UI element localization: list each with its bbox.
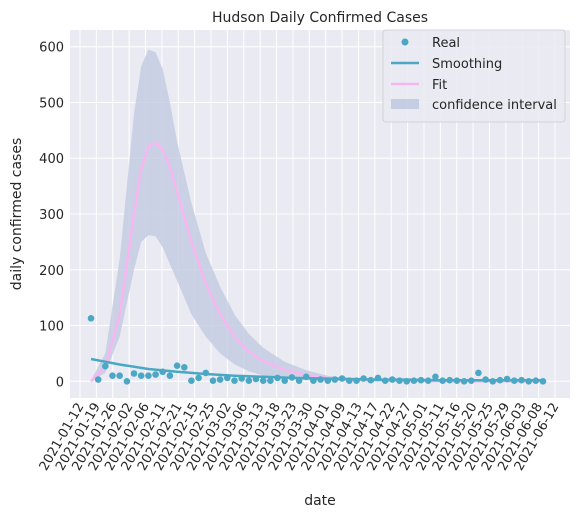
- real-data-point: [338, 375, 346, 382]
- real-data-point: [216, 376, 224, 383]
- real-data-point: [432, 373, 439, 381]
- real-data-point: [109, 372, 116, 380]
- legend-box: [382, 29, 566, 123]
- real-data-point: [116, 372, 123, 380]
- real-data-point: [152, 371, 159, 378]
- y-tick-labels: 0 100 200 300 400 500 600: [39, 41, 64, 391]
- real-data-point: [195, 374, 202, 382]
- real-data-point: [511, 377, 518, 385]
- real-data-point: [259, 377, 267, 385]
- real-data-point: [267, 377, 274, 385]
- x-tick-labels: 2021-01-122021-01-192021-01-262021-02-02…: [37, 401, 563, 474]
- real-data-point: [367, 376, 375, 384]
- real-data-point: [231, 377, 238, 385]
- legend-real-label: Real: [432, 36, 460, 51]
- y-tick-label: 400: [39, 152, 64, 167]
- y-axis-label: daily confirmed cases: [9, 138, 25, 291]
- real-data-point: [137, 372, 145, 380]
- real-data-point: [446, 376, 454, 384]
- real-data-point: [360, 375, 367, 382]
- real-data-point: [94, 376, 102, 383]
- legend-real-marker: [401, 38, 409, 46]
- real-data-point: [496, 376, 504, 384]
- real-data-point: [159, 368, 166, 376]
- y-tick-label: 600: [39, 41, 64, 56]
- real-data-point: [539, 378, 547, 385]
- real-data-point: [353, 377, 360, 385]
- real-data-point: [245, 377, 253, 385]
- real-data-point: [87, 315, 95, 322]
- real-data-point: [166, 372, 174, 380]
- y-tick-label: 500: [39, 96, 64, 111]
- real-points-layer: [87, 315, 547, 385]
- y-tick-label: 200: [39, 264, 64, 279]
- real-data-point: [489, 378, 497, 385]
- real-data-point: [503, 375, 511, 383]
- real-data-point: [389, 376, 396, 383]
- real-data-point: [410, 377, 418, 385]
- real-data-point: [324, 377, 332, 385]
- real-data-point: [453, 377, 461, 385]
- legend-smoothing-label: Smoothing: [432, 57, 502, 72]
- real-data-point: [209, 377, 217, 385]
- real-data-point: [468, 377, 475, 385]
- confidence-interval-band: [91, 49, 543, 382]
- real-data-point: [145, 372, 152, 380]
- real-data-point: [331, 376, 339, 383]
- real-data-point: [346, 377, 353, 385]
- real-data-point: [302, 373, 310, 381]
- real-data-point: [424, 377, 432, 385]
- y-tick-label: 0: [56, 375, 64, 390]
- real-data-point: [396, 377, 403, 385]
- real-data-point: [374, 374, 382, 382]
- legend: Real Smoothing Fit confidence interval: [382, 29, 566, 123]
- real-data-point: [123, 378, 131, 385]
- real-data-point: [317, 376, 324, 383]
- real-data-point: [281, 377, 289, 385]
- real-data-point: [202, 369, 210, 377]
- real-data-point: [482, 376, 489, 383]
- real-data-point: [518, 376, 525, 384]
- real-data-point: [188, 377, 195, 385]
- real-data-point: [102, 362, 109, 370]
- x-axis-label: date: [304, 493, 336, 509]
- real-data-point: [173, 362, 181, 370]
- real-data-point: [252, 375, 260, 383]
- chart-title: Hudson Daily Confirmed Cases: [212, 10, 428, 26]
- real-data-point: [238, 375, 245, 382]
- real-data-point: [224, 374, 231, 382]
- real-data-point: [475, 369, 482, 377]
- real-data-point: [130, 370, 138, 377]
- real-data-point: [310, 377, 317, 385]
- real-data-point: [181, 364, 188, 371]
- y-tick-label: 300: [39, 208, 64, 223]
- real-data-point: [417, 376, 425, 384]
- legend-fit-label: Fit: [432, 78, 447, 93]
- real-data-point: [532, 377, 540, 385]
- real-data-point: [381, 377, 389, 385]
- legend-confidence-swatch: [391, 99, 419, 109]
- y-tick-label: 100: [39, 320, 64, 335]
- legend-confidence-label: confidence interval: [432, 98, 557, 113]
- real-data-point: [403, 378, 411, 385]
- real-data-point: [439, 377, 446, 385]
- real-data-point: [295, 377, 303, 385]
- confidence-band-layer: [91, 49, 543, 382]
- real-data-point: [525, 378, 532, 385]
- real-data-point: [288, 374, 296, 381]
- real-data-point: [460, 378, 468, 385]
- real-data-point: [274, 374, 281, 382]
